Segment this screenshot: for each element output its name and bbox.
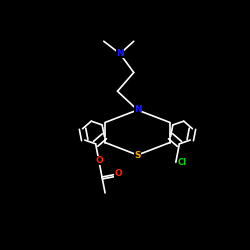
Text: Cl: Cl: [178, 158, 187, 167]
Text: N: N: [116, 49, 124, 58]
Text: N: N: [134, 106, 141, 114]
Text: S: S: [134, 150, 141, 160]
Text: O: O: [114, 170, 122, 178]
Text: O: O: [95, 156, 103, 165]
